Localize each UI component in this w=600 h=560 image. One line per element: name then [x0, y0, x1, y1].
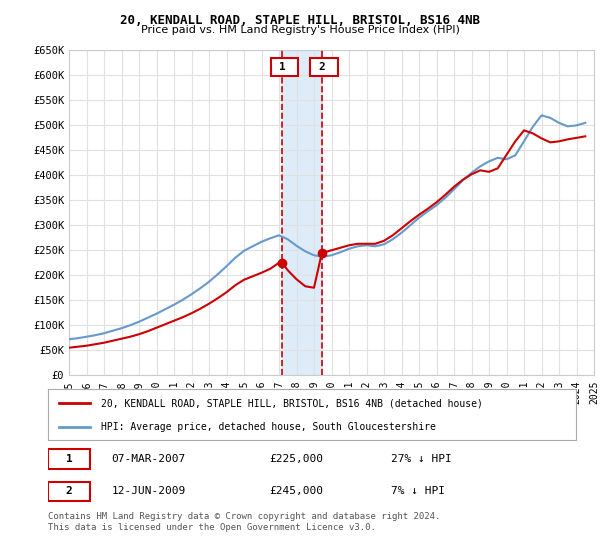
Text: 12-JUN-2009: 12-JUN-2009: [112, 486, 185, 496]
Text: 07-MAR-2007: 07-MAR-2007: [112, 454, 185, 464]
Text: 2: 2: [66, 486, 73, 496]
Text: 7% ↓ HPI: 7% ↓ HPI: [391, 486, 445, 496]
Text: Contains HM Land Registry data © Crown copyright and database right 2024.
This d: Contains HM Land Registry data © Crown c…: [48, 512, 440, 532]
Text: 1: 1: [66, 454, 73, 464]
Text: 2: 2: [319, 62, 325, 72]
FancyBboxPatch shape: [310, 58, 338, 76]
Text: HPI: Average price, detached house, South Gloucestershire: HPI: Average price, detached house, Sout…: [101, 422, 436, 432]
Text: 20, KENDALL ROAD, STAPLE HILL, BRISTOL, BS16 4NB (detached house): 20, KENDALL ROAD, STAPLE HILL, BRISTOL, …: [101, 398, 482, 408]
Text: 1: 1: [279, 62, 286, 72]
Text: 20, KENDALL ROAD, STAPLE HILL, BRISTOL, BS16 4NB: 20, KENDALL ROAD, STAPLE HILL, BRISTOL, …: [120, 14, 480, 27]
Text: 27% ↓ HPI: 27% ↓ HPI: [391, 454, 452, 464]
FancyBboxPatch shape: [271, 58, 298, 76]
FancyBboxPatch shape: [48, 482, 90, 501]
Text: £225,000: £225,000: [270, 454, 324, 464]
Text: £245,000: £245,000: [270, 486, 324, 496]
FancyBboxPatch shape: [48, 450, 90, 469]
Bar: [282, 50, 322, 375]
Text: Price paid vs. HM Land Registry's House Price Index (HPI): Price paid vs. HM Land Registry's House …: [140, 25, 460, 35]
